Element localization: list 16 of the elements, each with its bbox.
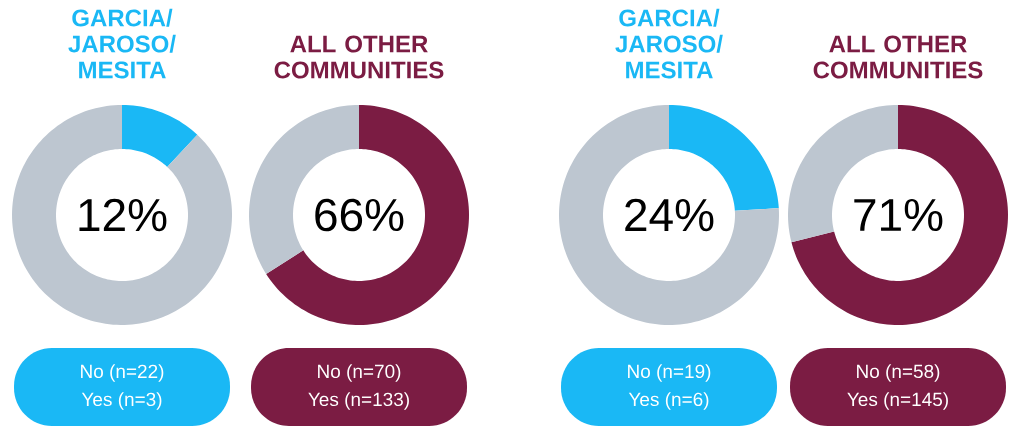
text: 66% — [315, 198, 404, 232]
text: 12% — [79, 198, 167, 232]
chart-title: ALL OTHER COMMUNITIES — [813, 35, 983, 79]
chart-title: ALL OTHER COMMUNITIES — [274, 35, 444, 79]
text: No (n=70) — [318, 364, 401, 382]
chart-title: GARCIA/ JAROSO/ MESITA — [68, 8, 176, 79]
text: No (n=22) — [81, 364, 164, 382]
text: 71% — [854, 198, 943, 232]
text: Yes (n=145) — [847, 392, 948, 410]
text: Yes (n=3) — [81, 392, 162, 410]
text: Yes (n=133) — [308, 392, 409, 410]
text: 24% — [625, 198, 714, 232]
chart-title: GARCIA/ JAROSO/ MESITA — [615, 8, 723, 79]
text: No (n=19) — [628, 364, 711, 382]
text: Yes (n=6) — [628, 392, 709, 410]
text: No (n=58) — [857, 364, 940, 382]
